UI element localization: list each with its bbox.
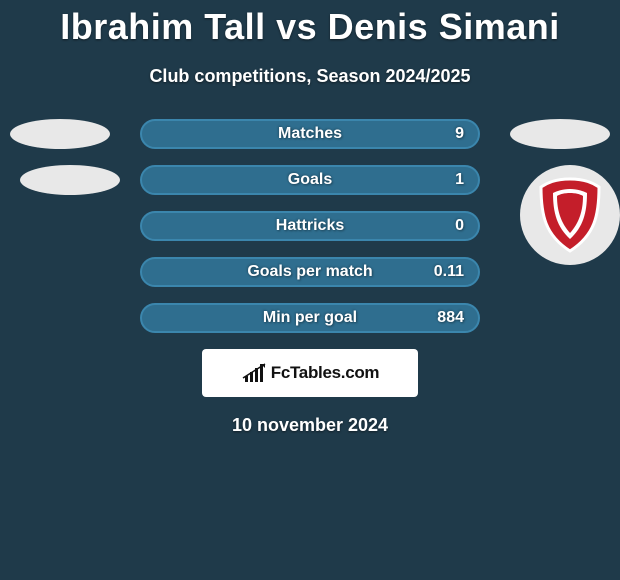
stat-label: Hattricks	[276, 217, 344, 235]
stat-label: Matches	[278, 125, 342, 143]
stat-row: Goals per match 0.11	[0, 257, 620, 287]
stat-pill: Goals per match 0.11	[140, 257, 480, 287]
date-line: 10 november 2024	[0, 415, 620, 436]
stat-rows-container: Matches 9 Goals 1 Hattricks 0 Goals per match 0…	[0, 119, 620, 333]
stat-row: Matches 9	[0, 119, 620, 149]
stat-value: 9	[455, 125, 464, 143]
stats-area: Matches 9 Goals 1 Hattricks 0 Goals per match 0…	[0, 119, 620, 333]
page-subtitle: Club competitions, Season 2024/2025	[0, 66, 620, 87]
brand-box[interactable]: FcTables.com	[202, 349, 418, 397]
stat-value: 0.11	[434, 263, 464, 281]
stat-row: Goals 1	[0, 165, 620, 195]
stat-value: 0	[455, 217, 464, 235]
stat-value: 884	[437, 309, 464, 327]
stat-label: Min per goal	[263, 309, 357, 327]
stat-value: 1	[455, 171, 464, 189]
stat-pill: Min per goal 884	[140, 303, 480, 333]
stat-pill: Goals 1	[140, 165, 480, 195]
stat-pill: Hattricks 0	[140, 211, 480, 241]
chart-icon	[241, 362, 267, 384]
stat-pill: Matches 9	[140, 119, 480, 149]
page-title: Ibrahim Tall vs Denis Simani	[0, 0, 620, 48]
brand-text: FcTables.com	[271, 363, 380, 383]
stat-label: Goals	[288, 171, 332, 189]
stat-row: Min per goal 884	[0, 303, 620, 333]
stat-row: Hattricks 0	[0, 211, 620, 241]
stat-label: Goals per match	[247, 263, 372, 281]
